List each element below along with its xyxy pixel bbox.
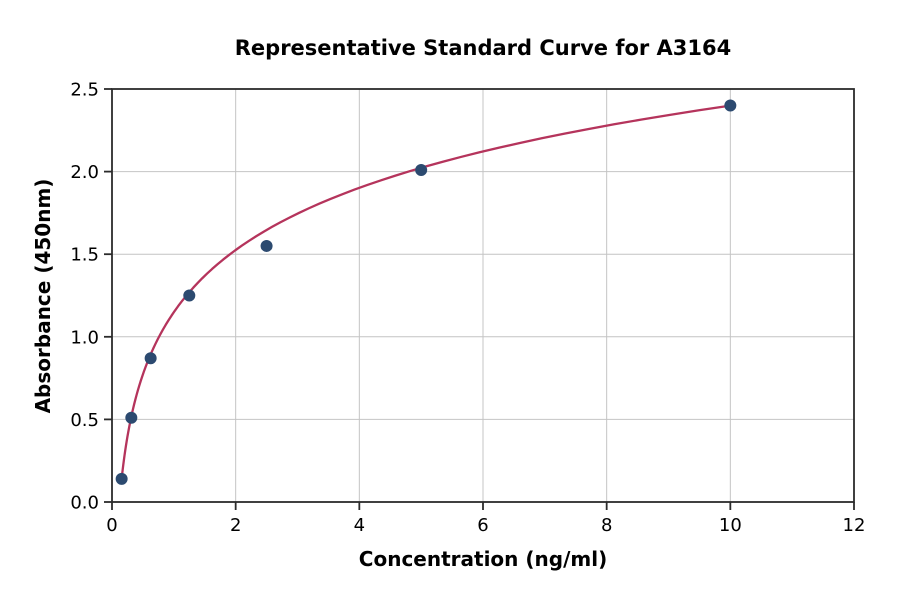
y-tick-label: 2.0 xyxy=(70,162,99,183)
x-tick-label: 0 xyxy=(106,515,117,536)
y-tick-label: 2.5 xyxy=(70,80,99,101)
x-axis-label: Concentration (ng/ml) xyxy=(358,547,608,571)
data-point xyxy=(415,163,428,176)
y-tick-label: 1.5 xyxy=(70,245,99,266)
chart-title: Representative Standard Curve for A3164 xyxy=(234,36,732,60)
y-tick-label: 0.0 xyxy=(70,493,99,514)
data-point xyxy=(115,472,128,485)
x-tick-label: 6 xyxy=(477,515,488,536)
data-point xyxy=(125,411,138,424)
data-point xyxy=(260,239,273,252)
y-tick-label: 0.5 xyxy=(70,410,99,431)
x-tick-label: 4 xyxy=(354,515,365,536)
fitted-curve xyxy=(120,104,732,480)
x-tick-label: 10 xyxy=(719,515,742,536)
data-point xyxy=(183,289,196,302)
x-tick-label: 8 xyxy=(601,515,612,536)
data-point xyxy=(144,352,157,365)
y-tick-label: 1.0 xyxy=(70,327,99,348)
data-point xyxy=(724,99,737,112)
x-tick-label: 12 xyxy=(843,515,866,536)
x-tick-label: 2 xyxy=(230,515,241,536)
